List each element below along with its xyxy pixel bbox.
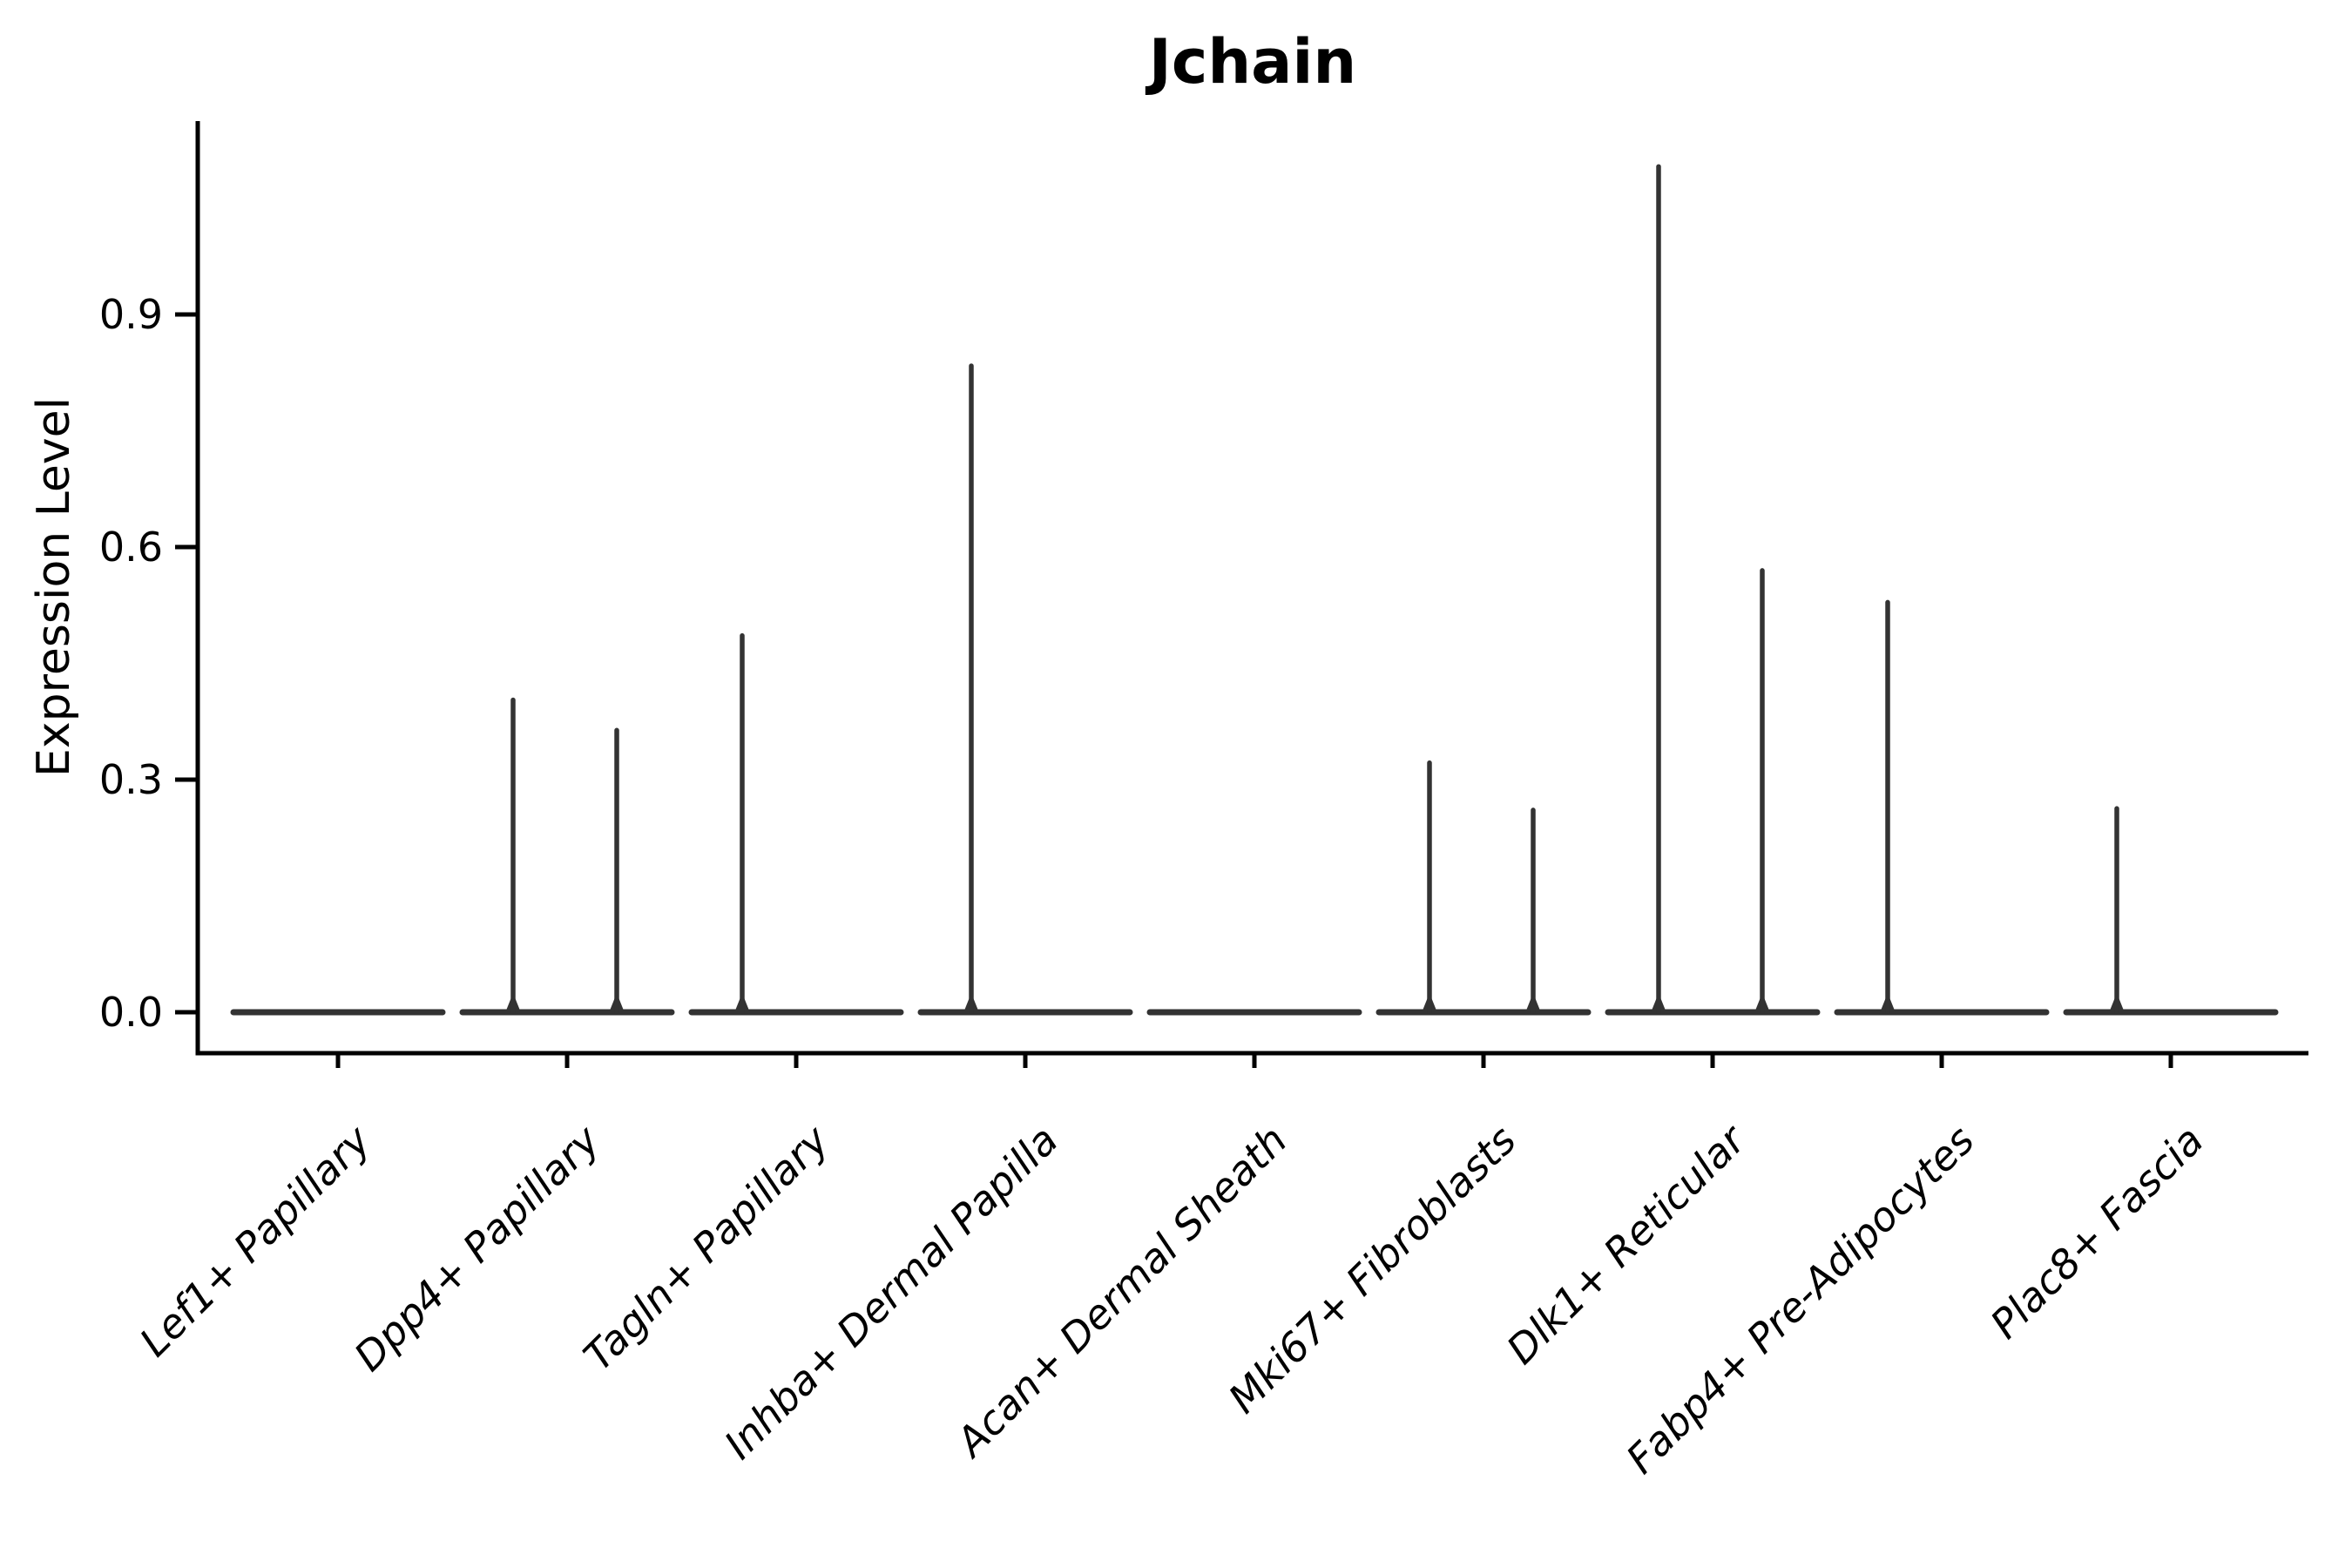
- x-category-label: Lef1+ Papillary: [131, 1116, 380, 1365]
- x-category-label: Plac8+ Fascia: [1981, 1117, 2212, 1348]
- x-category-label: Tagln+ Papillary: [574, 1116, 838, 1380]
- y-tick-label: 0.6: [99, 524, 163, 571]
- x-category-label: Dpp4+ Papillary: [345, 1116, 609, 1380]
- y-tick-label: 0.3: [99, 756, 163, 803]
- y-tick-label: 0.9: [99, 291, 163, 338]
- y-tick-label: 0.0: [99, 989, 163, 1036]
- x-category-label: Dlk1+ Reticular: [1497, 1114, 1756, 1373]
- chart-title: Jchain: [1148, 26, 1357, 98]
